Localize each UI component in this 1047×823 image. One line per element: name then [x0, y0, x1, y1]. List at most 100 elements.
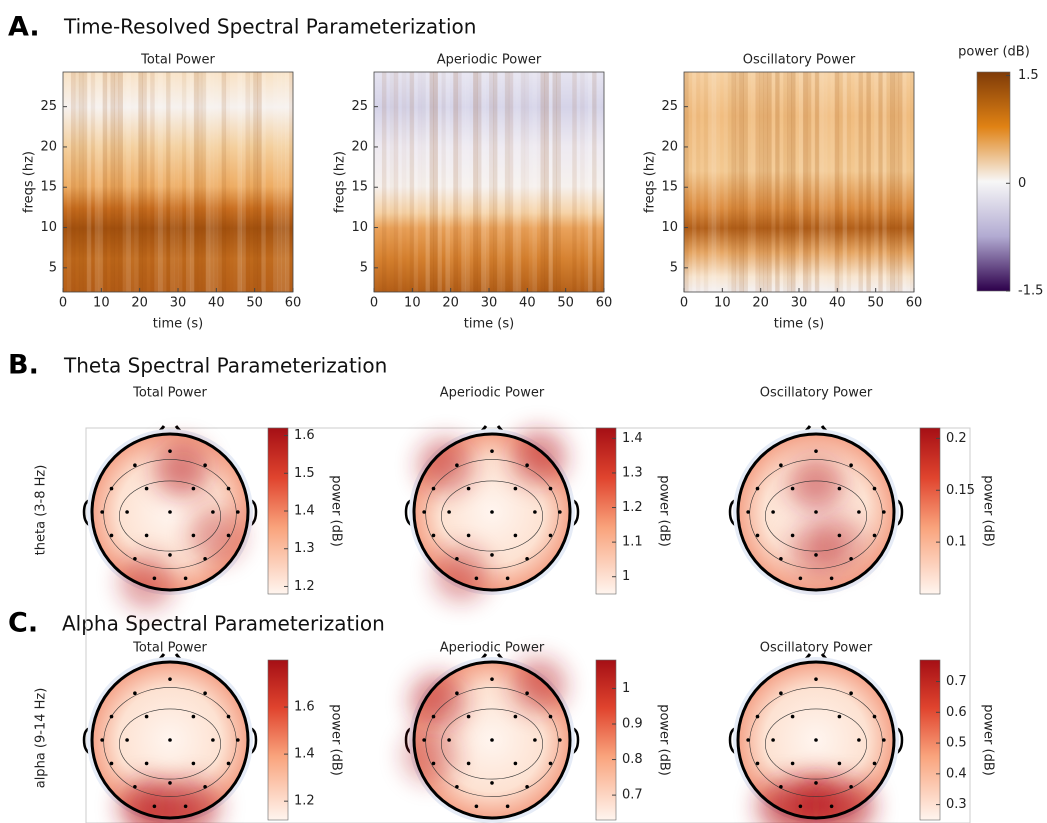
- sensor: [814, 449, 818, 453]
- spectrogram-texture: [532, 72, 538, 292]
- sensor: [790, 533, 795, 538]
- spectrogram-texture: [791, 72, 796, 292]
- colorbar-tick-label: 0.8: [622, 752, 643, 767]
- sensor: [779, 785, 783, 789]
- spectrogram-texture: [86, 72, 92, 292]
- sensor: [849, 691, 853, 695]
- spectrogram-texture: [66, 72, 72, 292]
- spectrogram-texture: [63, 72, 67, 292]
- y-tick-label: 10: [661, 220, 678, 235]
- spectrogram-texture: [289, 72, 294, 292]
- x-tick-label: 50: [246, 296, 263, 311]
- sensor: [144, 761, 149, 766]
- sensor: [849, 557, 853, 561]
- spectrogram-texture: [688, 72, 692, 292]
- colorbar-tick-label: 1.2: [622, 500, 643, 515]
- colorbar-tick-label: 1.2: [294, 794, 315, 809]
- y-tick-label: 20: [40, 139, 57, 154]
- sensor: [525, 463, 529, 468]
- y-tick-label: 25: [40, 99, 57, 114]
- spectrogram-texture: [237, 72, 242, 292]
- sensor: [226, 761, 231, 766]
- sensor: [125, 510, 129, 514]
- colorbar-tick-label: 1.4: [294, 504, 315, 519]
- spectrogram-texture: [386, 72, 390, 292]
- sensor: [779, 557, 783, 561]
- colorbar: [267, 659, 289, 821]
- sensor: [133, 785, 137, 789]
- colorbar: [919, 659, 941, 821]
- sensor: [882, 510, 886, 514]
- spectrogram-texture: [166, 72, 171, 292]
- topomap-hotspot: [511, 430, 567, 485]
- sensor: [431, 761, 436, 766]
- spectrogram-texture: [221, 72, 227, 292]
- spectrogram-texture: [429, 72, 434, 292]
- spectrogram-texture: [512, 72, 518, 292]
- contour: [764, 708, 867, 780]
- spectrogram-texture: [374, 72, 378, 292]
- topomap-hotspot: [812, 515, 867, 571]
- colorbar-label: power (dB): [329, 704, 344, 776]
- spectrogram-texture: [552, 72, 557, 292]
- sensor: [490, 781, 494, 785]
- spectrogram-texture: [504, 72, 510, 292]
- sensor: [814, 738, 818, 742]
- topomap-hotspot: [417, 437, 473, 493]
- x-tick-label: 30: [481, 296, 498, 311]
- y-tick-label: 10: [351, 220, 368, 235]
- x-axis-label: time (s): [464, 317, 514, 332]
- sensor: [447, 510, 451, 514]
- spectrogram-texture: [158, 72, 163, 292]
- contour: [749, 687, 883, 797]
- section-title: Theta Spectral Parameterization: [63, 354, 387, 378]
- spectrogram-texture: [731, 72, 737, 292]
- spectrogram-texture: [170, 72, 175, 292]
- spectrogram-texture: [700, 72, 704, 292]
- sensor: [746, 738, 750, 742]
- contour: [425, 687, 559, 797]
- sensor: [422, 738, 426, 742]
- chart-title: Oscillatory Power: [760, 386, 873, 401]
- spectrogram-texture: [874, 72, 879, 292]
- x-tick-label: 30: [170, 296, 187, 311]
- sensor: [236, 738, 240, 742]
- sensor: [814, 781, 818, 785]
- sensor: [455, 691, 459, 695]
- colorbar-label: power (dB): [657, 704, 672, 776]
- y-tick-label: 10: [40, 220, 57, 235]
- contour: [119, 480, 222, 552]
- sensor: [882, 738, 886, 742]
- spectrogram-fill: [374, 72, 604, 292]
- spectrogram-texture: [126, 72, 131, 292]
- colorbar-tick-label: 0.6: [946, 705, 967, 720]
- sensor: [236, 510, 240, 514]
- section-letter: B.: [8, 350, 39, 381]
- spectrogram-texture: [82, 72, 88, 292]
- colorbar-tick-label: 1.6: [294, 428, 315, 443]
- spectrogram-texture: [189, 72, 195, 292]
- sensor: [466, 533, 471, 538]
- sensor: [548, 714, 553, 719]
- sensor: [455, 785, 459, 789]
- spectrogram-texture: [481, 72, 486, 292]
- spectrogram-texture: [838, 72, 844, 292]
- sensor: [168, 510, 172, 514]
- sensor: [525, 557, 529, 561]
- sensor: [814, 510, 818, 514]
- colorbar-tick-label: 0.3: [946, 797, 967, 812]
- sensor: [798, 804, 803, 809]
- sensor: [548, 533, 553, 538]
- sensor: [144, 533, 149, 538]
- sensor: [144, 486, 149, 491]
- spectrogram-texture: [802, 72, 808, 292]
- chart-title: Total Power: [132, 641, 207, 656]
- spectrogram-texture: [130, 72, 134, 292]
- spectrogram-texture: [684, 72, 689, 292]
- spectrogram-texture: [457, 72, 462, 292]
- spectrogram-texture: [751, 72, 756, 292]
- spectrogram-texture: [213, 72, 219, 292]
- spectrogram-texture: [201, 72, 207, 292]
- spectrogram-texture: [806, 72, 812, 292]
- sensor: [466, 761, 471, 766]
